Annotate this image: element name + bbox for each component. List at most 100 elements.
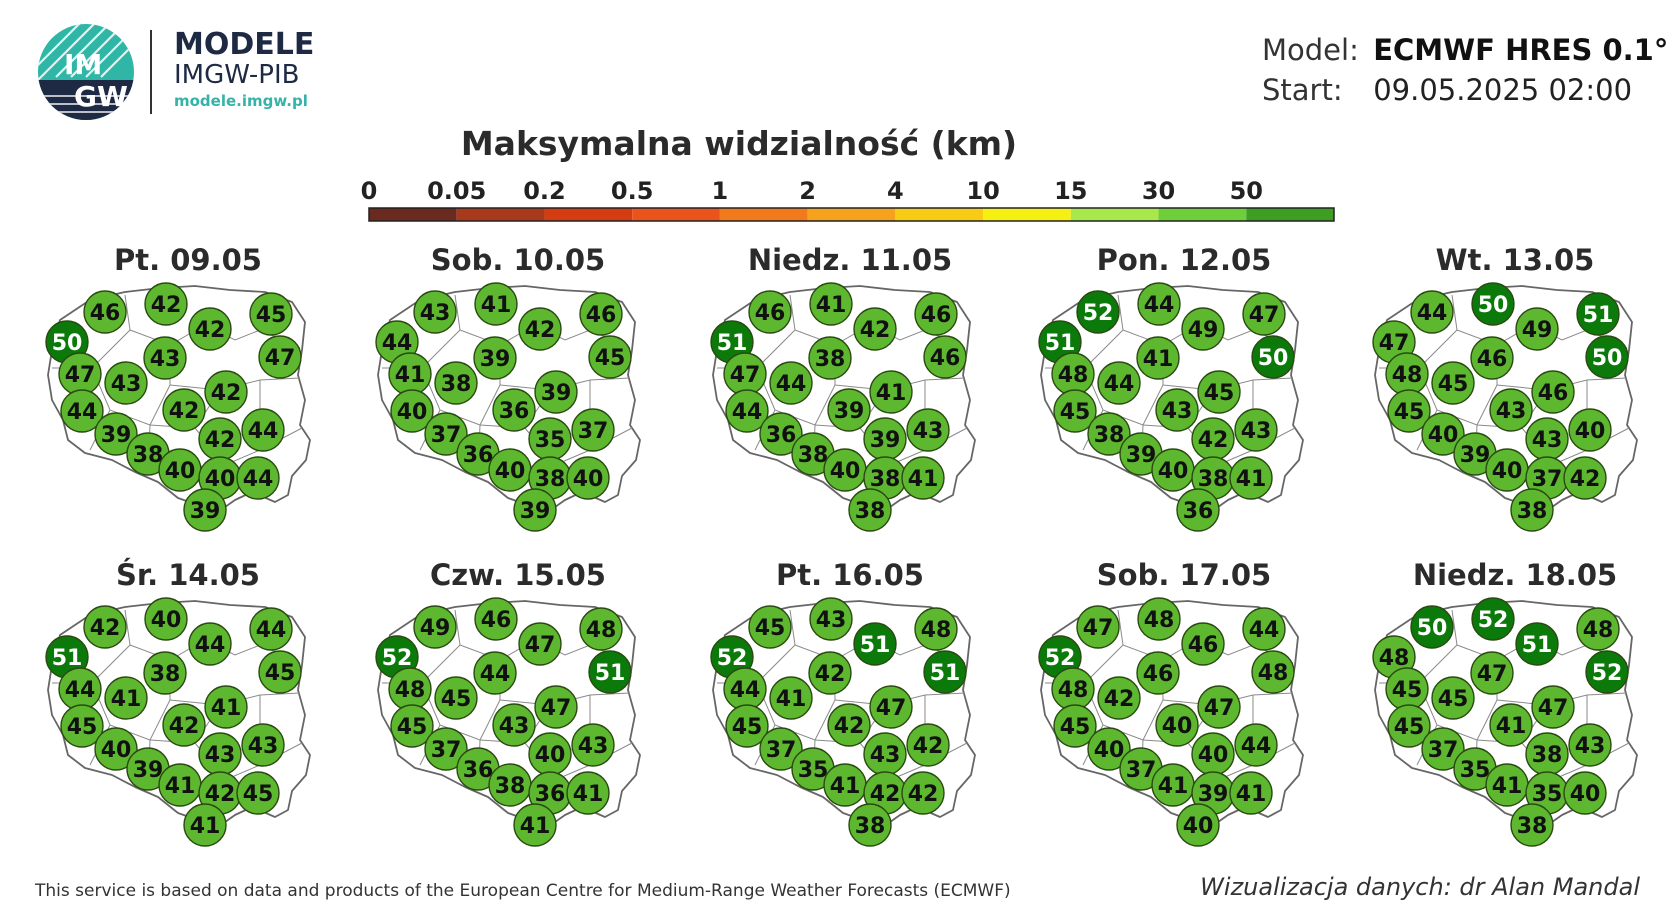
station-marker — [725, 704, 769, 748]
station-value: 39 — [1126, 443, 1157, 468]
station-value: 45 — [1438, 372, 1469, 397]
station-value: 41 — [776, 687, 807, 712]
station-value: 44 — [1104, 372, 1135, 397]
station-value: 44 — [243, 467, 274, 492]
station-value: 47 — [876, 696, 907, 721]
station-value: 42 — [169, 714, 200, 739]
station-value: 41 — [1143, 347, 1174, 372]
station-marker — [390, 704, 434, 748]
station-marker — [162, 703, 206, 747]
station-value: 50 — [1592, 346, 1623, 371]
station-value: 46 — [921, 303, 952, 328]
station-value: 44 — [65, 678, 96, 703]
station-marker — [1155, 388, 1199, 432]
model-label: Model: — [1262, 33, 1359, 67]
day-label: Wt. 13.05 — [1436, 243, 1595, 277]
station-value: 45 — [1060, 400, 1091, 425]
station-value: 46 — [481, 608, 512, 633]
station-value: 46 — [90, 301, 121, 326]
brand-url[interactable]: modele.imgw.pl — [174, 92, 308, 110]
station-value: 46 — [1188, 633, 1219, 658]
station-value: 42 — [1104, 687, 1135, 712]
station-value: 48 — [921, 618, 952, 643]
station-value: 45 — [265, 661, 296, 686]
model-value: ECMWF HRES 0.1° — [1373, 33, 1669, 67]
station-value: 48 — [395, 678, 426, 703]
station-value: 36 — [499, 399, 530, 424]
station-value: 45 — [1394, 715, 1425, 740]
station-value: 38 — [1198, 467, 1229, 492]
station-marker — [1421, 727, 1465, 771]
station-marker — [83, 605, 127, 649]
station-value: 49 — [1188, 318, 1219, 343]
station-value: 43 — [578, 734, 609, 759]
station-marker — [249, 607, 293, 651]
station-value: 39 — [101, 423, 132, 448]
station-marker — [588, 650, 632, 694]
station-value: 38 — [133, 443, 164, 468]
model-info: Model: ECMWF HRES 0.1° Start: 09.05.2025… — [1262, 30, 1668, 110]
station-marker — [769, 361, 813, 405]
station-value: 47 — [1204, 696, 1235, 721]
station-marker — [492, 388, 536, 432]
station-value: 42 — [908, 782, 939, 807]
station-value: 38 — [815, 347, 846, 372]
day-label: Pt. 09.05 — [114, 243, 262, 277]
station-marker — [1576, 607, 1620, 651]
station-value: 51 — [1045, 331, 1076, 356]
station-marker — [534, 370, 578, 414]
station-marker — [183, 488, 227, 532]
station-marker — [518, 622, 562, 666]
station-value: 42 — [169, 399, 200, 424]
station-value: 46 — [1538, 381, 1569, 406]
station-marker — [249, 292, 293, 336]
station-value: 40 — [151, 608, 182, 633]
station-value: 38 — [798, 443, 829, 468]
station-value: 45 — [67, 715, 98, 740]
station-marker — [1197, 370, 1241, 414]
station-marker — [1229, 456, 1273, 500]
station-value: 50 — [52, 331, 83, 356]
station-value: 43 — [816, 608, 847, 633]
station-value: 43 — [150, 347, 181, 372]
station-marker — [1421, 412, 1465, 456]
imgw-logo: IM GW — [38, 24, 134, 120]
station-value: 42 — [913, 734, 944, 759]
station-value: 42 — [815, 662, 846, 687]
station-marker — [390, 389, 434, 433]
station-value: 44 — [1249, 618, 1280, 643]
station-marker — [1568, 408, 1612, 452]
station-marker — [1234, 723, 1278, 767]
station-marker — [513, 803, 557, 847]
station-marker — [258, 335, 302, 379]
station-marker — [579, 607, 623, 651]
station-value: 52 — [1045, 646, 1076, 671]
station-marker — [1076, 290, 1120, 334]
station-value: 38 — [1532, 743, 1563, 768]
station-value: 39 — [190, 499, 221, 524]
station-value: 51 — [860, 633, 891, 658]
station-value: 41 — [876, 381, 907, 406]
station-value: 43 — [248, 734, 279, 759]
station-marker — [848, 488, 892, 532]
station-value: 47 — [65, 363, 96, 388]
station-value: 45 — [1392, 678, 1423, 703]
station-value: 44 — [248, 419, 279, 444]
station-value: 43 — [1532, 428, 1563, 453]
station-value: 51 — [595, 661, 626, 686]
station-value: 35 — [535, 428, 566, 453]
station-value: 44 — [1144, 293, 1175, 318]
station-value: 43 — [111, 372, 142, 397]
station-value: 38 — [495, 774, 526, 799]
station-value: 41 — [165, 774, 196, 799]
station-value: 50 — [1478, 293, 1509, 318]
station-marker — [748, 290, 792, 334]
station-value: 44 — [730, 678, 761, 703]
station-value: 40 — [1094, 738, 1125, 763]
station-marker — [1234, 408, 1278, 452]
station-marker — [1097, 676, 1141, 720]
station-marker — [241, 723, 285, 767]
station-value: 46 — [586, 303, 617, 328]
